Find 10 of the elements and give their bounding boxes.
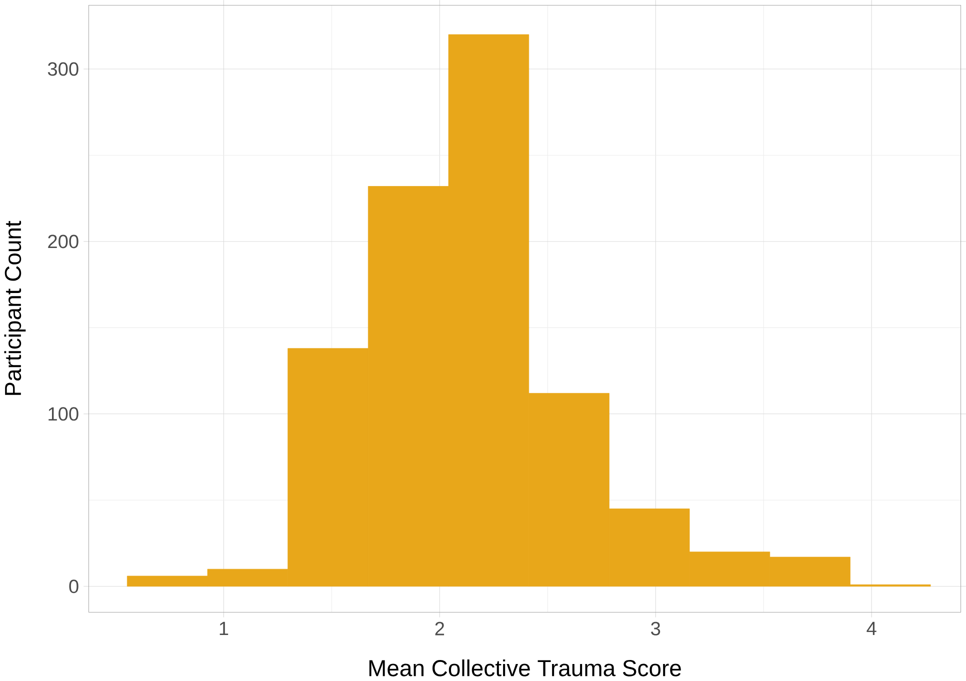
y-axis-title: Participant Count: [4, 221, 26, 396]
x-tick-label: 2: [435, 622, 444, 636]
y-tick-label: 300: [48, 62, 78, 76]
y-tick-label: 200: [48, 234, 78, 248]
x-tick-label: 1: [220, 622, 228, 636]
x-axis-title: Mean Collective Trauma Score: [369, 660, 681, 677]
x-tick-label: 3: [651, 622, 660, 636]
x-tick-label: 4: [866, 622, 876, 636]
y-tick-label: 100: [48, 407, 78, 421]
y-tick-label: 0: [69, 580, 78, 594]
